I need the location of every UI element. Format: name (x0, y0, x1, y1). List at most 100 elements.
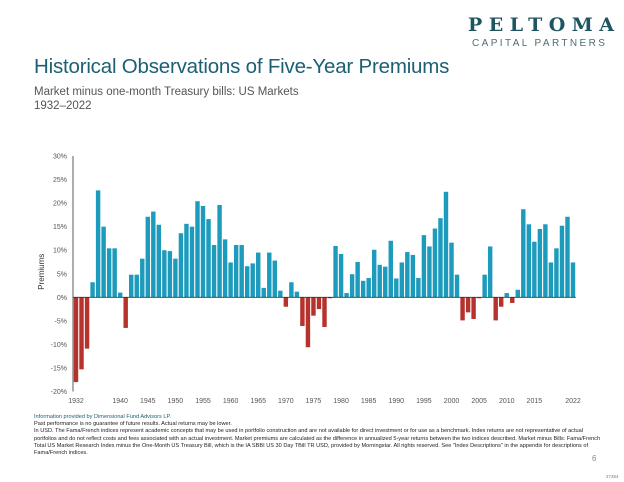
x-tick-label: 2005 (471, 398, 487, 405)
x-tick-labels: 1932 1940 1945 1950 1955 1960 1965 1970 1975 1980… (68, 398, 581, 405)
bar-2014 (526, 224, 532, 298)
bar-2003 (465, 297, 471, 313)
bar-1990 (394, 278, 399, 298)
bar-2001 (454, 274, 460, 298)
y-axis-label: Premiums (37, 254, 46, 290)
bar-1947 (156, 224, 162, 298)
bar-2006 (482, 274, 487, 298)
source-note: Information provided by Dimensional Fund… (34, 414, 172, 420)
y-tick-label: -5% (55, 318, 67, 325)
bar-1993 (410, 254, 416, 298)
bar-2007 (487, 246, 493, 298)
bar-1953 (189, 226, 195, 298)
bar-1972 (294, 291, 300, 298)
bar-1960 (228, 262, 233, 298)
bar-1967 (267, 252, 272, 298)
bar-2011 (510, 297, 515, 303)
bar-1980 (338, 253, 344, 298)
bar-1965 (256, 252, 261, 298)
y-tick-label: 5% (57, 271, 67, 278)
bar-1985 (366, 277, 371, 298)
bar-1973 (300, 297, 305, 327)
y-tick-labels: -20% -15% -10% -5% 0% 5% 10% 15% 20% 25% 30% (51, 154, 67, 397)
bar-1992 (405, 252, 410, 298)
y-tick-label: 15% (53, 224, 67, 231)
subtitle-text: Market minus one-month Treasury bills: U… (34, 86, 299, 98)
bar-1933 (79, 297, 84, 370)
bar-1979 (333, 245, 338, 298)
x-tick-label: 2022 (565, 398, 581, 405)
bar-1974 (305, 297, 311, 348)
bar-2015 (532, 241, 537, 298)
bar-1958 (217, 204, 222, 298)
bar-2020 (559, 225, 565, 298)
bar-1945 (145, 216, 150, 298)
bar-2008 (493, 297, 498, 321)
bar-1950 (173, 258, 178, 298)
bar-1984 (360, 280, 366, 298)
bar-1982 (349, 274, 355, 298)
bar-2010 (504, 293, 509, 298)
bar-2022 (570, 262, 576, 298)
bar-1939 (112, 248, 117, 298)
bars-group (73, 190, 576, 383)
bar-1975 (311, 297, 316, 316)
bar-1940 (117, 292, 123, 298)
bar-1969 (278, 290, 283, 298)
bar-1964 (250, 263, 255, 298)
bar-2012 (515, 289, 520, 298)
x-tick-label: 1975 (306, 398, 322, 405)
x-tick-label: 1955 (195, 398, 211, 405)
x-tick-label: 1940 (112, 398, 128, 405)
bar-1944 (140, 258, 145, 298)
bar-1997 (432, 228, 438, 298)
logo-name: PELTOMA (468, 14, 621, 36)
bar-2009 (499, 297, 504, 307)
bar-1956 (206, 219, 211, 298)
bar-1970 (283, 297, 289, 307)
bar-1977 (322, 297, 327, 327)
date-range: 1932–2022 (34, 100, 92, 112)
disclosure-line-1: Past performance is no guarantee of futu… (34, 421, 232, 428)
bar-1948 (162, 250, 167, 298)
bar-1991 (399, 262, 405, 298)
bar-1999 (443, 191, 449, 298)
bar-1937 (101, 226, 106, 298)
bar-1952 (184, 223, 189, 298)
bar-1934 (84, 297, 90, 349)
premiums-bar-chart: -20%-15%-10%-5%0%5%10%15%20%25%30% 1932 1… (37, 154, 581, 406)
bar-1994 (416, 277, 421, 298)
bar-1978 (327, 297, 333, 299)
bar-1932 (73, 297, 79, 383)
bar-1995 (421, 235, 427, 298)
x-tick-label: 1965 (250, 398, 266, 405)
x-tick-label: 2015 (527, 398, 543, 405)
bar-1957 (211, 245, 217, 298)
page-title: Historical Observations of Five-Year Pre… (34, 55, 450, 78)
bar-1998 (438, 218, 443, 298)
x-tick-label: 1970 (278, 398, 294, 405)
y-tick-label: 0% (57, 295, 67, 302)
disclosure-line-2: In USD. The Fama/French indices represen… (34, 428, 601, 457)
bar-2004 (471, 297, 476, 319)
bar-1938 (106, 248, 112, 298)
bar-2013 (521, 209, 526, 298)
bar-2000 (449, 242, 454, 298)
bar-1986 (371, 249, 377, 298)
x-tick-label: 1945 (140, 398, 156, 405)
x-tick-label: 1980 (333, 398, 349, 405)
y-tick-label: -20% (51, 389, 67, 396)
y-tick-label: -15% (51, 365, 67, 372)
x-tick-label: 1950 (168, 398, 184, 405)
x-tick-label: 1960 (223, 398, 239, 405)
bar-1966 (261, 287, 266, 298)
bar-2016 (537, 229, 543, 298)
bar-1951 (178, 233, 184, 298)
x-tick-label: 1985 (361, 398, 377, 405)
bar-1959 (222, 239, 228, 298)
bar-1936 (95, 190, 101, 298)
bar-1935 (90, 282, 95, 298)
bar-1941 (123, 297, 128, 328)
bar-2018 (548, 262, 554, 298)
bar-2019 (554, 248, 559, 298)
